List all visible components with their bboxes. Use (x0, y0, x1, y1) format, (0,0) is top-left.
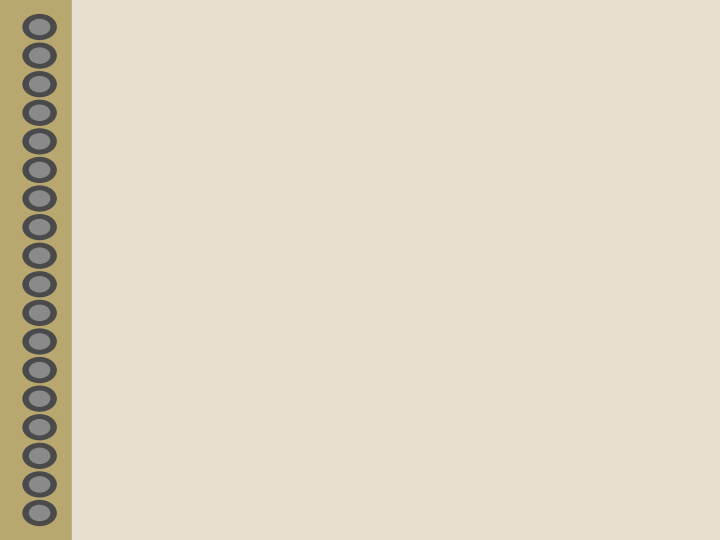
Text: IS: IS (369, 216, 397, 242)
Text: Phase Variation in: Phase Variation in (82, 88, 392, 116)
Text: flagella: flagella (205, 404, 305, 428)
Text: H1 gene: H1 gene (199, 217, 310, 241)
Text: H Antigens: H Antigens (572, 88, 720, 116)
Text: flagella: flagella (462, 404, 561, 428)
Text: H1: H1 (237, 375, 273, 399)
Text: H2: H2 (493, 375, 529, 399)
Text: H2 gene: H2 gene (456, 217, 567, 241)
Text: Salmonella: Salmonella (392, 88, 572, 116)
